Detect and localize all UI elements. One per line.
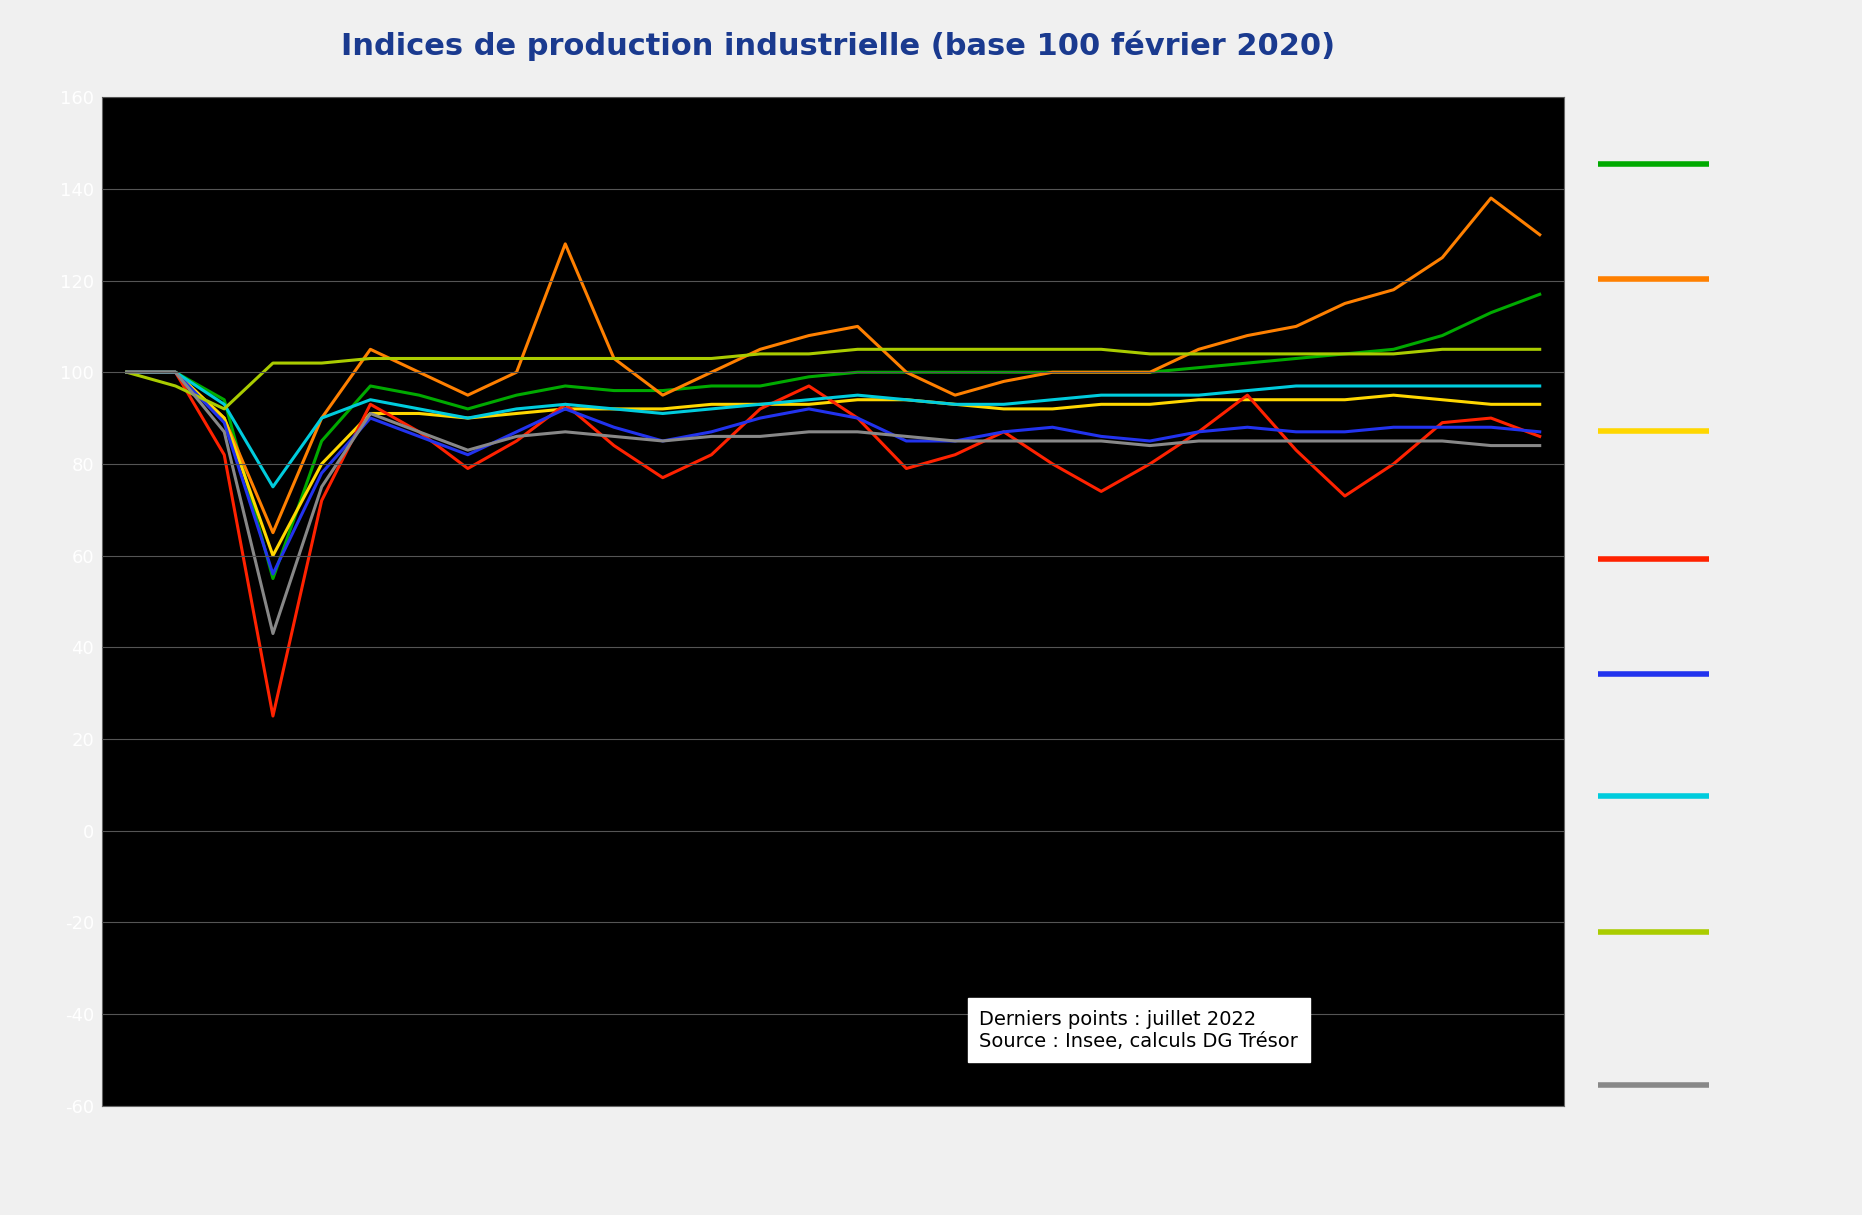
Text: Indices de production industrielle (base 100 février 2020): Indices de production industrielle (base… [341, 30, 1335, 61]
Text: Derniers points : juillet 2022
Source : Insee, calculs DG Trésor: Derniers points : juillet 2022 Source : … [979, 1010, 1298, 1051]
